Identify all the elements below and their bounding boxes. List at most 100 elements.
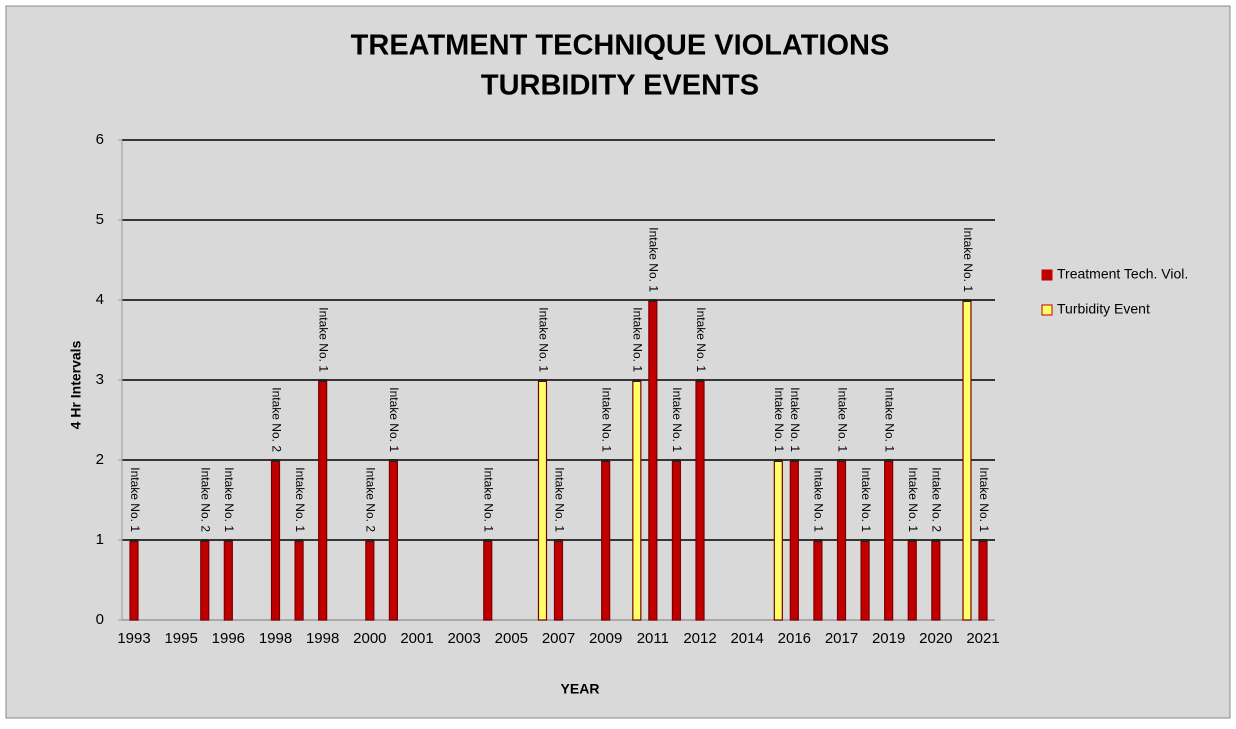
bar <box>773 459 783 621</box>
bar-cap <box>554 539 563 542</box>
y-tick-label: 2 <box>96 451 104 468</box>
bar <box>553 539 564 621</box>
bar <box>884 459 894 621</box>
data-label: Intake No. 2 <box>930 467 944 532</box>
bar <box>601 459 611 621</box>
data-label: Intake No. 1 <box>293 467 307 532</box>
data-label: Intake No. 1 <box>670 387 684 452</box>
bar-cap <box>837 459 846 462</box>
bar <box>632 379 642 621</box>
bar <box>931 539 941 621</box>
bar-cap <box>861 539 870 542</box>
data-label: Intake No. 1 <box>552 467 566 532</box>
bar-cap <box>365 539 374 542</box>
bar <box>223 539 233 621</box>
x-tick-label: 2016 <box>778 630 811 647</box>
x-tick-label: 1993 <box>117 630 150 647</box>
bar-cap <box>813 539 822 542</box>
data-label: Intake No. 1 <box>772 387 786 452</box>
bar <box>978 539 988 621</box>
bar <box>200 539 210 621</box>
bar-cap <box>696 379 704 382</box>
bar-cap <box>224 539 233 542</box>
bar-cap <box>200 539 209 542</box>
bar-cap <box>130 539 138 542</box>
bar-cap <box>271 459 280 462</box>
x-axis-title: YEAR <box>561 681 600 697</box>
y-tick-label: 0 <box>96 611 104 628</box>
x-tick-label: 1998 <box>306 630 339 647</box>
y-tick-label: 1 <box>96 531 104 548</box>
bar <box>671 459 682 621</box>
bar <box>813 539 823 621</box>
x-tick-label: 1995 <box>164 630 197 647</box>
x-tick-label: 1998 <box>259 630 292 647</box>
legend-label: Turbidity Event <box>1057 301 1150 317</box>
bar-cap <box>648 299 657 302</box>
bar <box>270 459 281 621</box>
data-label: Intake No. 1 <box>977 467 991 532</box>
x-tick-label: 2001 <box>400 630 433 647</box>
data-label: Intake No. 2 <box>269 387 283 452</box>
data-label: Intake No. 1 <box>599 387 613 452</box>
x-tick-label: 2007 <box>542 630 575 647</box>
bar <box>648 299 658 621</box>
x-tick-label: 2014 <box>730 630 763 647</box>
y-tick-label: 6 <box>96 131 104 148</box>
bar-cap <box>884 459 893 462</box>
bar-cap <box>774 459 783 462</box>
bar-cap <box>295 539 304 542</box>
x-tick-label: 2011 <box>637 630 669 647</box>
chart-title: TURBIDITY EVENTS <box>481 70 759 102</box>
bar <box>294 539 304 621</box>
data-label: Intake No. 1 <box>316 307 330 372</box>
bar-cap <box>979 539 987 542</box>
bar-cap <box>672 459 681 462</box>
y-tick-label: 5 <box>96 211 104 228</box>
x-tick-label: 2000 <box>353 630 386 647</box>
data-label: Intake No. 1 <box>788 387 802 452</box>
bar <box>388 459 399 621</box>
bar-cap <box>963 299 971 302</box>
data-label: Intake No. 1 <box>387 387 401 452</box>
bar <box>129 539 139 621</box>
data-label: Intake No. 1 <box>812 467 826 532</box>
data-label: Intake No. 1 <box>859 467 873 532</box>
bar-cap <box>931 539 940 542</box>
bar <box>483 539 493 621</box>
bar <box>537 379 548 621</box>
data-label: Intake No. 1 <box>222 467 236 532</box>
bar-cap <box>483 539 492 542</box>
x-tick-label: 2020 <box>919 630 952 647</box>
data-label: Intake No. 1 <box>128 467 142 532</box>
data-label: Intake No. 2 <box>199 467 213 532</box>
bar <box>907 539 917 621</box>
legend-marker <box>1041 304 1053 316</box>
bar-cap <box>538 379 547 382</box>
x-tick-label: 2017 <box>825 630 858 647</box>
x-tick-label: 2003 <box>447 630 480 647</box>
data-label: Intake No. 1 <box>906 467 920 532</box>
y-tick-label: 4 <box>96 291 104 308</box>
data-label: Intake No. 1 <box>694 307 708 372</box>
bar <box>695 379 705 621</box>
bar-cap <box>632 379 641 382</box>
x-tick-label: 2019 <box>872 630 905 647</box>
bar-cap <box>908 539 917 542</box>
bar-cap <box>601 459 610 462</box>
bar <box>836 459 847 621</box>
data-label: Intake No. 1 <box>835 387 849 452</box>
data-label: Intake No. 1 <box>536 307 550 372</box>
bar <box>318 379 328 621</box>
data-label: Intake No. 1 <box>961 227 975 292</box>
bar-cap <box>790 459 799 462</box>
chart-background <box>5 5 1231 719</box>
bar <box>860 539 870 621</box>
data-label: Intake No. 1 <box>631 307 645 372</box>
data-label: Intake No. 1 <box>647 227 661 292</box>
x-tick-label: 1996 <box>212 630 245 647</box>
x-tick-label: 2012 <box>683 630 716 647</box>
x-tick-label: 2005 <box>495 630 528 647</box>
legend-label: Treatment Tech. Viol. <box>1057 266 1188 282</box>
